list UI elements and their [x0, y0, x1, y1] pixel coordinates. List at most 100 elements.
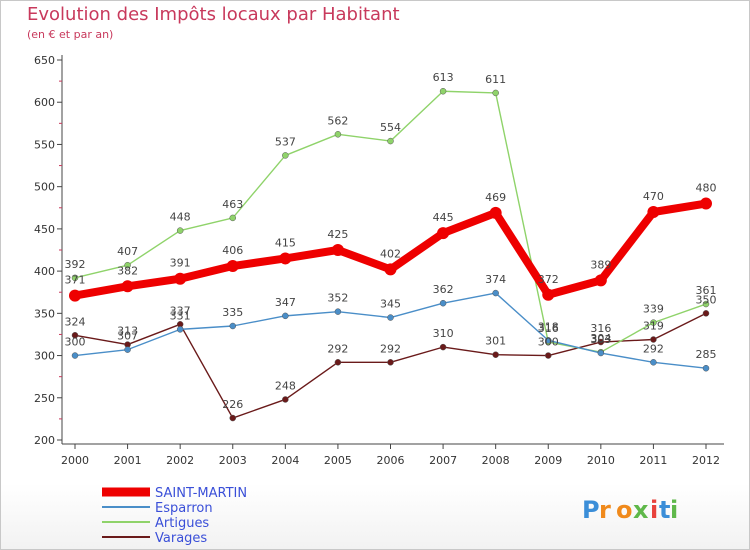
y-tick-label: 350 — [34, 307, 55, 320]
data-label: 316 — [590, 322, 611, 335]
data-point — [650, 359, 657, 366]
data-label: 402 — [380, 247, 401, 260]
y-tick-label: 400 — [34, 265, 55, 278]
chart-subtitle: (en € et par an) — [27, 28, 114, 41]
data-point — [226, 260, 239, 273]
data-point — [384, 263, 397, 276]
data-label: 389 — [590, 258, 611, 271]
legend-label: SAINT-MARTIN — [155, 486, 247, 501]
y-tick-label: 200 — [34, 434, 55, 447]
data-label: 248 — [275, 379, 296, 392]
data-label: 300 — [65, 336, 86, 349]
data-point — [542, 288, 555, 301]
x-tick-label: 2011 — [639, 454, 667, 467]
data-point — [594, 274, 607, 287]
x-tick-label: 2009 — [534, 454, 562, 467]
x-tick-label: 2000 — [61, 454, 89, 467]
data-point — [229, 414, 236, 422]
data-point — [174, 272, 187, 285]
data-label: 331 — [170, 309, 191, 322]
data-label: 307 — [117, 330, 138, 343]
data-label: 300 — [538, 336, 559, 349]
data-point — [124, 346, 131, 353]
data-label: 318 — [538, 320, 559, 333]
brand-letter: i — [670, 496, 678, 524]
data-label: 301 — [485, 335, 506, 348]
x-tick-label: 2001 — [114, 454, 142, 467]
data-label: 226 — [222, 398, 243, 411]
y-tick-label: 650 — [34, 54, 55, 67]
data-point — [124, 261, 131, 269]
data-label: 445 — [433, 211, 454, 224]
brand-letter: P — [582, 496, 600, 524]
data-label: 362 — [433, 283, 454, 296]
data-label: 372 — [538, 273, 559, 286]
legend-label: Artigues — [155, 516, 209, 531]
x-tick-label: 2010 — [587, 454, 615, 467]
data-point — [439, 87, 447, 95]
data-label: 345 — [380, 298, 401, 311]
data-label: 339 — [643, 303, 664, 316]
data-point — [700, 197, 712, 210]
data-label: 470 — [643, 190, 664, 203]
y-tick-label: 600 — [34, 96, 55, 109]
data-point — [492, 289, 499, 297]
y-tick-label: 250 — [34, 392, 55, 405]
data-label: 448 — [170, 211, 191, 224]
data-point — [439, 343, 447, 351]
data-point — [489, 206, 502, 219]
data-label: 292 — [380, 342, 401, 355]
data-point — [331, 244, 344, 256]
data-label: 371 — [65, 274, 86, 287]
data-point — [439, 299, 447, 307]
x-tick-label: 2007 — [429, 454, 457, 467]
data-label: 554 — [380, 121, 401, 134]
data-label: 319 — [643, 320, 664, 333]
data-point — [176, 227, 184, 234]
data-label: 313 — [117, 325, 138, 338]
data-point — [334, 131, 342, 138]
data-label: 463 — [222, 198, 243, 211]
data-point — [387, 359, 394, 366]
data-point — [597, 338, 605, 346]
data-point — [121, 280, 134, 293]
data-label: 350 — [696, 293, 717, 306]
data-point — [69, 289, 81, 302]
data-label: 425 — [327, 228, 348, 241]
y-tick-label: 450 — [34, 223, 55, 236]
x-tick-label: 2002 — [166, 454, 194, 467]
data-point — [229, 322, 236, 330]
data-label: 406 — [222, 244, 243, 257]
data-point — [492, 89, 499, 97]
data-label: 392 — [65, 258, 86, 271]
data-point — [702, 300, 710, 308]
x-tick-label: 2004 — [271, 454, 299, 467]
data-label: 292 — [643, 342, 664, 355]
legend-label: Varages — [155, 531, 207, 546]
data-label: 324 — [65, 315, 86, 328]
data-point — [282, 396, 289, 403]
x-tick-label: 2006 — [377, 454, 405, 467]
data-label: 469 — [485, 191, 506, 204]
data-label: 611 — [485, 73, 506, 86]
data-point — [492, 351, 499, 358]
data-point — [647, 206, 660, 218]
data-point — [229, 214, 236, 222]
brand-letter: o — [616, 496, 633, 524]
data-point — [282, 152, 289, 159]
data-label: 316 — [538, 322, 559, 335]
data-label: 537 — [275, 135, 296, 148]
x-tick-label: 2003 — [219, 454, 247, 467]
data-point — [597, 349, 605, 357]
x-tick-label: 2005 — [324, 454, 352, 467]
x-tick-label: 2008 — [482, 454, 510, 467]
data-label: 352 — [327, 292, 348, 305]
y-tick-label: 550 — [34, 138, 55, 151]
data-label: 407 — [117, 245, 138, 258]
data-label: 335 — [222, 306, 243, 319]
data-point — [176, 326, 184, 333]
data-label: 303 — [590, 333, 611, 346]
data-point — [650, 319, 657, 326]
